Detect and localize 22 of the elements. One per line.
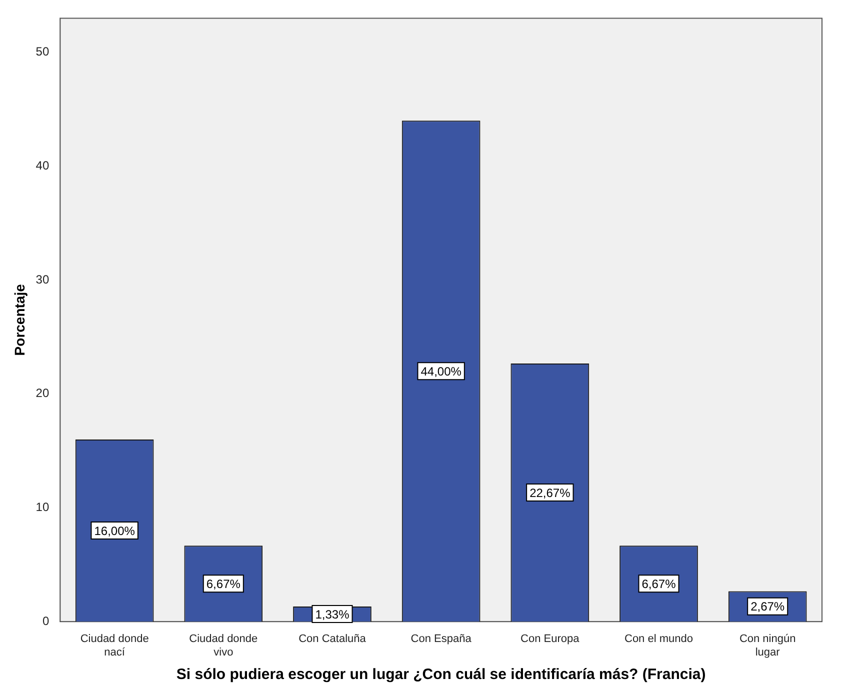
- data-label: 16,00%: [94, 524, 136, 538]
- y-tick-label: 50: [36, 44, 50, 59]
- x-tick-label: Con Cataluña: [298, 633, 367, 646]
- x-tick-label: Con Europa: [520, 633, 580, 646]
- y-tick-label: 40: [36, 158, 50, 173]
- data-label: 22,67%: [530, 486, 571, 500]
- y-tick-label: 10: [36, 500, 50, 514]
- x-tick-label: Con ningún lugar: [739, 633, 796, 658]
- x-tick-label: Con el mundo: [624, 633, 693, 646]
- data-label: 1,33%: [315, 607, 350, 622]
- data-label: 2,67%: [750, 600, 785, 614]
- y-tick-label: 0: [42, 614, 50, 628]
- y-axis-title: Porcentaje: [11, 284, 28, 356]
- x-tick-label: Ciudad donde vivo: [189, 633, 258, 658]
- x-axis-title: Si sólo pudiera escoger un lugar ¿Con cuál se identificaría más? (Francia): [176, 666, 706, 684]
- data-label: 6,67%: [642, 576, 676, 591]
- x-tick-label: Ciudad donde nací: [80, 633, 149, 658]
- data-label: 44,00%: [420, 364, 462, 378]
- y-tick-label: 30: [36, 272, 50, 286]
- x-tick-label: Con España: [410, 633, 472, 646]
- y-tick-label: 20: [36, 386, 50, 400]
- data-label: 6,67%: [206, 576, 241, 591]
